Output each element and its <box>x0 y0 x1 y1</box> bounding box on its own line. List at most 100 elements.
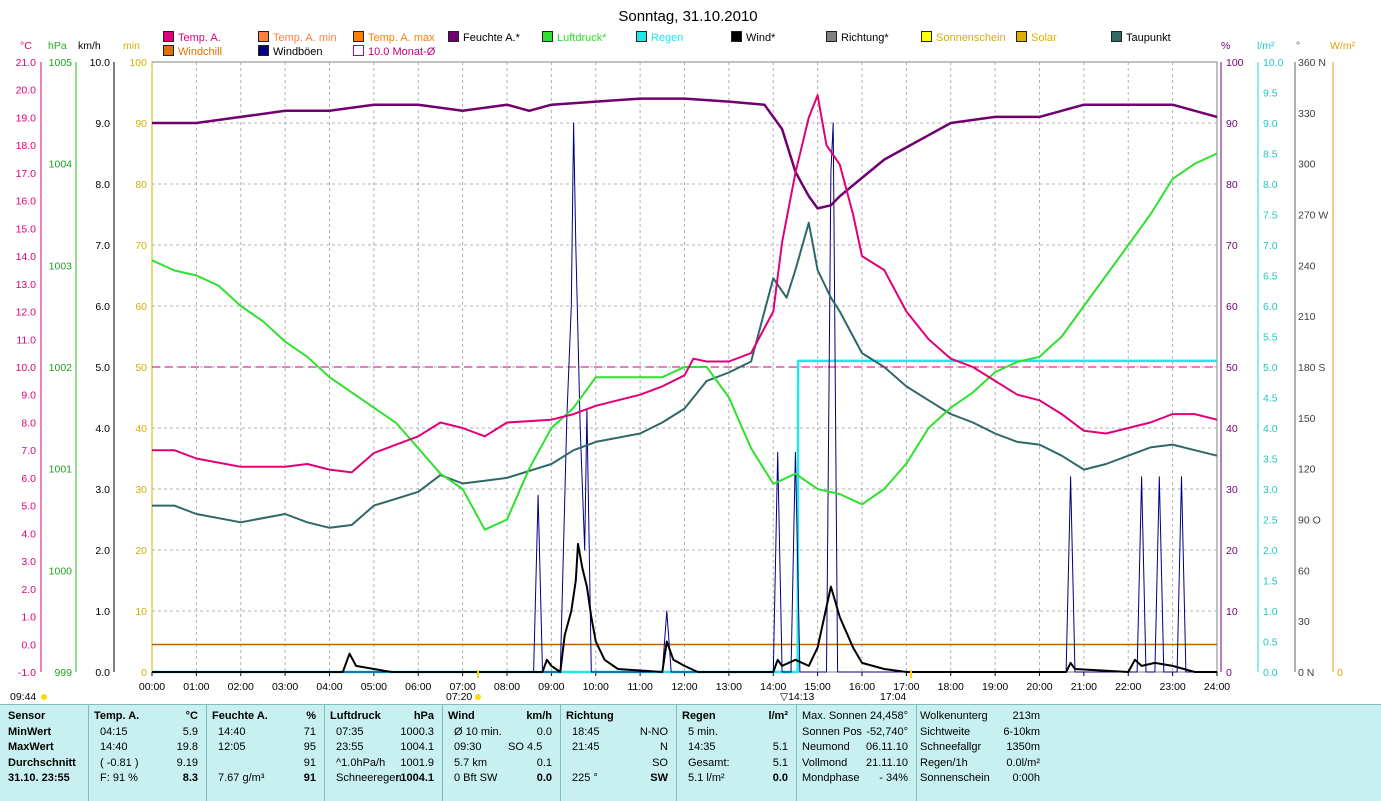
tick-label-direction: 0 N <box>1298 667 1314 679</box>
stat-row: Luftdruck hPa <box>330 709 438 725</box>
tick-label-direction: 240 <box>1298 260 1316 272</box>
tick-label-time: 23:00 <box>1159 681 1185 693</box>
stat-row: Feuchte A.% <box>212 709 320 725</box>
tick-label-temp: 9.0 <box>21 390 36 402</box>
stat-row: Regen/1h 0.0l/m² <box>920 756 1040 772</box>
tick-label-time: 03:00 <box>272 681 298 693</box>
stat-value: 12:05 <box>218 741 246 753</box>
legend-item: Richtung* <box>826 31 889 44</box>
tick-label-rain: 3.5 <box>1263 454 1278 466</box>
tick-label-rain: 6.5 <box>1263 271 1278 283</box>
tick-label-time: 17:00 <box>893 681 919 693</box>
stat-row: Regen l/m² <box>682 709 792 725</box>
stat-value: Ø 10 min. <box>454 725 502 738</box>
column-divider <box>676 705 677 801</box>
stat-value: 91 <box>303 756 316 769</box>
tick-label-hpa: 1000 <box>49 565 73 577</box>
stat-value: 23:55 <box>336 741 364 753</box>
tick-label-hpa: 1003 <box>49 260 73 272</box>
tick-label-temp: 4.0 <box>21 528 36 540</box>
tick-label-time: 06:00 <box>405 681 431 693</box>
stat-value: 1004.1 <box>400 741 434 753</box>
tick-label-time: 11:00 <box>627 681 653 693</box>
legend-label: Windchill <box>178 46 223 58</box>
stat-row: 07:35 1000.3 <box>330 725 438 741</box>
stat-value: 14:35 <box>688 741 716 753</box>
tick-label-temp: 0.0 <box>21 639 36 651</box>
stat-wind: Wind km/h Ø 10 min. 0.0 09:30 SO 4.5 5.7 km 0.1… <box>448 709 556 787</box>
stat-value: 1350m <box>1006 741 1040 753</box>
stat-row: ^1.0hPa/h 1001.9 <box>330 756 438 772</box>
column-divider <box>916 705 917 801</box>
stat-value: Wolkenunterg <box>920 710 988 722</box>
sun-mark-left: 09:44 <box>10 691 36 703</box>
tick-label-kmh: 4.0 <box>95 423 110 435</box>
tick-label-time: 05:00 <box>361 681 387 693</box>
tick-label-percent: 40 <box>1226 423 1238 435</box>
tick-label-rain: 0.0 <box>1263 667 1278 679</box>
tick-label-min: 0 <box>141 667 147 679</box>
stat-value: 9.19 <box>176 756 198 769</box>
stat-row: Gesamt: 5.1 <box>682 756 792 772</box>
tick-label-time: 24:00 <box>1204 681 1230 693</box>
tick-label-rain: 4.5 <box>1263 393 1278 405</box>
axis-unit-kmh: km/h <box>78 40 101 52</box>
stat-row: 18:45 N-NO <box>566 725 672 741</box>
stat-value: km/h <box>526 710 552 722</box>
stat-value: ↑1004.1 <box>394 772 434 784</box>
axis-unit-rain: l/m² <box>1257 40 1275 52</box>
tick-label-time: 18:00 <box>938 681 964 693</box>
series-luftdruck <box>151 152 1218 531</box>
stat-pressure: Luftdruck hPa 07:35 1000.3 23:55 1004.1 ^1.0hP… <box>330 709 438 787</box>
stat-row: 23:55 1004.1 <box>330 740 438 756</box>
legend-swatch <box>921 31 932 42</box>
legend-item: Luftdruck* <box>542 31 607 44</box>
column-divider <box>442 705 443 801</box>
tick-label-hpa: 1002 <box>49 362 73 374</box>
stat-value: 8.3 <box>182 772 198 784</box>
axis-unit-min: min <box>123 40 140 52</box>
sun-icon <box>41 694 47 700</box>
solar-noon-time: ▽14:13 <box>780 691 815 703</box>
stat-temperature: Temp. A. °C 04:15 5.9 14:40 19.8 ( -0.81 ) 9.19… <box>94 709 202 787</box>
stat-value: 5.7 km <box>454 756 488 769</box>
tick-label-time: 16:00 <box>849 681 875 693</box>
tick-label-time: 09:00 <box>538 681 564 693</box>
tick-label-rain: 0.5 <box>1263 637 1278 649</box>
legend-item: Windchill <box>163 45 222 58</box>
tick-label-temp: 14.0 <box>16 251 37 263</box>
legend-swatch <box>258 45 269 56</box>
stat-value: 7.67 g/m³ <box>218 772 265 784</box>
legend-label: Luftdruck* <box>557 32 607 44</box>
tick-label-time: 20:00 <box>1026 681 1052 693</box>
tick-label-min: 30 <box>135 484 147 496</box>
stat-row: 31.10. 23:55 <box>8 771 88 787</box>
stat-value: 06.11.10 <box>865 741 908 753</box>
column-divider <box>560 705 561 801</box>
stat-direction: Richtung 18:45 N-NO 21:45 N SO 225 ° SW <box>566 709 672 787</box>
stat-value: hPa <box>413 710 434 722</box>
tick-label-percent: 60 <box>1226 301 1238 313</box>
stat-row: 14:40 19.8 <box>94 740 202 756</box>
tick-label-direction: 360 N <box>1298 57 1326 69</box>
stat-row: Schneefallgr 1350m <box>920 740 1040 756</box>
tick-label-temp: 15.0 <box>16 223 37 235</box>
tick-label-rain: 10.0 <box>1263 57 1284 69</box>
tick-label-time: 02:00 <box>228 681 254 693</box>
stat-row: 91 <box>212 756 320 772</box>
tick-label-rain: 2.5 <box>1263 515 1278 527</box>
sun-marks: 09:44 07:20 ▽14:13 17:04 <box>10 670 912 703</box>
tick-label-temp: 5.0 <box>21 501 36 513</box>
tick-label-hpa: 1004 <box>49 159 73 171</box>
stat-value: N <box>660 741 668 753</box>
stat-row: 04:15 5.9 <box>94 725 202 741</box>
stat-value: Luftdruck <box>330 710 381 722</box>
tick-label-direction: 90 O <box>1298 515 1321 527</box>
tick-label-kmh: 2.0 <box>95 545 110 557</box>
legend-item: Feuchte A.* <box>448 31 520 44</box>
tick-label-time: 00:00 <box>139 681 165 693</box>
stat-value: 14:40 <box>218 725 246 738</box>
stat-value: Sichtweite <box>920 725 971 738</box>
stat-value: 95 <box>303 741 316 753</box>
legend-label: Temp. A. <box>178 32 221 44</box>
